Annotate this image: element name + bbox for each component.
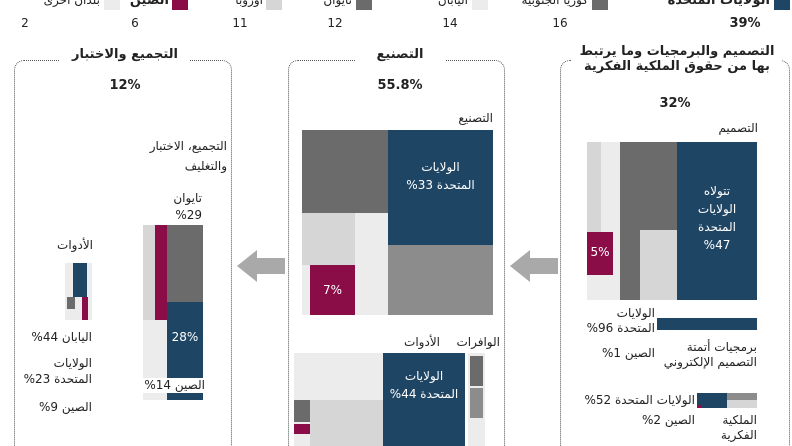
cell-us: تتولاه الولايات المتحدة 47% xyxy=(677,142,757,300)
legend-swatch xyxy=(266,0,282,10)
legend-label: اليابان xyxy=(437,0,468,7)
label: الصين 14% xyxy=(140,378,205,393)
cell xyxy=(302,130,388,213)
panel-title: التجميع والاختبار xyxy=(60,47,190,62)
legend-label: كوريا الجنوبية xyxy=(521,0,588,7)
label: الولايات المتحدة 96% xyxy=(586,306,655,335)
cell xyxy=(294,400,310,422)
legend-label: الصين xyxy=(129,0,169,8)
legend-swatch xyxy=(472,0,488,10)
cell xyxy=(67,297,75,309)
legend-label: أوروبا xyxy=(235,0,263,7)
label: الأدوات xyxy=(57,238,93,252)
section-label: التصميم xyxy=(718,121,758,135)
cell-china: 7% xyxy=(310,265,355,315)
label: الأدوات xyxy=(404,335,440,349)
legend-swatch xyxy=(592,0,608,10)
legend-label: تايوان xyxy=(323,0,352,7)
legend-swatch xyxy=(356,0,372,10)
cell xyxy=(587,142,601,232)
panel-title: التصنيع xyxy=(355,47,445,62)
wafer-bar xyxy=(470,356,483,386)
cell xyxy=(388,245,493,315)
panel-share: 55.8% xyxy=(377,78,423,93)
section-label: التصنيع xyxy=(458,111,493,125)
wafer-bar xyxy=(470,388,483,418)
label: الولايات المتحدة 52% xyxy=(584,393,695,407)
legend-label: بلدان أخرى xyxy=(43,0,100,7)
ip-bar xyxy=(697,405,701,408)
cell-us: الولايات المتحدة 33% xyxy=(388,130,493,245)
cell xyxy=(620,142,677,230)
arrow xyxy=(237,250,285,282)
arrow xyxy=(510,250,558,282)
cell xyxy=(310,400,383,446)
label: برمجيات أتمتة التصميم الإلكتروني xyxy=(663,340,757,369)
legend-value: 12 xyxy=(327,16,343,30)
ip-bar xyxy=(697,393,727,408)
cell-us: الولايات المتحدة 44% xyxy=(383,353,465,446)
cell xyxy=(73,263,87,297)
legend-swatch xyxy=(172,0,188,10)
cell xyxy=(640,230,677,300)
legend-value: 6 xyxy=(131,16,139,30)
label: اليابان 44% xyxy=(31,330,92,344)
cell xyxy=(143,225,155,320)
legend-value: 2 xyxy=(21,16,29,30)
label: الملكية الفكرية xyxy=(720,413,757,442)
label: الولايات المتحدة 23% xyxy=(23,356,92,386)
label: تايوان 29% xyxy=(173,191,202,222)
label: الصين 1% xyxy=(601,346,655,360)
cell xyxy=(167,225,203,302)
panel-title: التصميم والبرمجيات وما يرتبط بها من حقوق… xyxy=(572,44,782,74)
ip-bar xyxy=(727,393,757,400)
legend-value: 11 xyxy=(232,16,248,30)
label: الوافرات xyxy=(456,335,500,349)
cell xyxy=(155,225,167,320)
panel-share: 12% xyxy=(109,78,141,93)
cell xyxy=(302,213,355,265)
cell xyxy=(294,424,310,434)
legend-value: 14 xyxy=(442,16,458,30)
legend-swatch xyxy=(104,0,120,10)
legend-value: 16 xyxy=(552,16,568,30)
cell xyxy=(82,297,88,320)
label: الصين 2% xyxy=(641,413,695,427)
ip-bar xyxy=(727,400,757,408)
cell xyxy=(620,230,640,300)
cell-china: 5% xyxy=(587,232,613,275)
legend-swatch xyxy=(774,0,790,10)
label: الصين 9% xyxy=(38,400,92,414)
legend-label: الولايات المتحدة xyxy=(667,0,770,8)
legend-value: 39% xyxy=(729,16,761,31)
eda-bar xyxy=(657,318,757,330)
panel-share: 32% xyxy=(659,96,691,111)
legend: الولايات المتحدة 39% كوريا الجنوبية 16 ا… xyxy=(0,0,792,36)
section-label: التجميع، الاختبار والتغليف xyxy=(149,139,227,173)
